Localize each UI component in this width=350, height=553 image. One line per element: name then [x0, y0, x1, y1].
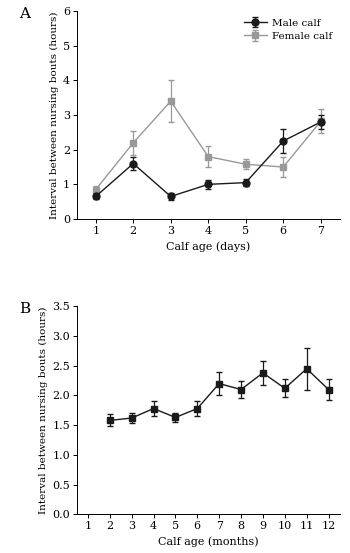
Text: B: B: [19, 302, 30, 316]
Legend: Male calf, Female calf: Male calf, Female calf: [242, 16, 334, 43]
Text: A: A: [19, 7, 30, 21]
Y-axis label: Interval between nursing bouts (hours): Interval between nursing bouts (hours): [39, 306, 48, 514]
X-axis label: Calf age (months): Calf age (months): [158, 537, 259, 547]
X-axis label: Calf age (days): Calf age (days): [166, 242, 250, 252]
Y-axis label: Interval between nursing bouts (hours): Interval between nursing bouts (hours): [50, 11, 59, 219]
